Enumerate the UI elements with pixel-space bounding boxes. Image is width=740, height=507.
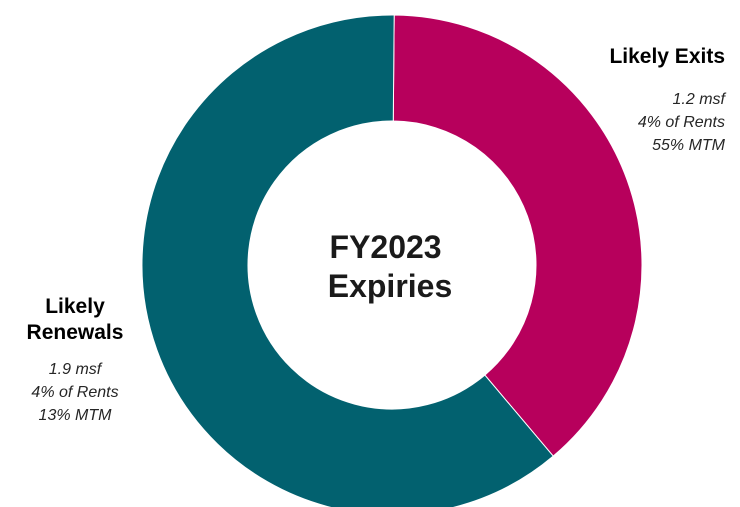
donut-slice-likely-exits (392, 14, 643, 457)
center-label-line-1: FY2023 (330, 229, 442, 265)
slice-label-renewals-detail-2: 4% of Rents (31, 384, 118, 401)
slice-label-exits-title: Likely Exits (609, 45, 725, 68)
slices-layer (141, 14, 643, 507)
donut-slice-likely-renewals (141, 14, 554, 507)
center-label-line-2: Expiries (328, 268, 453, 304)
center-label: FY2023 Expiries (328, 229, 453, 304)
slice-label-exits-detail-3: 55% MTM (652, 137, 726, 154)
slice-label-renewals: Likely Renewals 1.9 msf 4% of Rents 13% … (27, 295, 124, 424)
slice-label-renewals-detail-1: 1.9 msf (49, 361, 103, 378)
slice-label-renewals-title-1: Likely (45, 295, 105, 318)
slice-label-exits: Likely Exits 1.2 msf 4% of Rents 55% MTM (609, 45, 726, 154)
slice-label-exits-detail-2: 4% of Rents (638, 114, 725, 131)
slice-label-exits-detail-1: 1.2 msf (673, 91, 727, 108)
slice-label-renewals-detail-3: 13% MTM (39, 407, 113, 424)
slice-label-renewals-title-2: Renewals (27, 321, 124, 344)
